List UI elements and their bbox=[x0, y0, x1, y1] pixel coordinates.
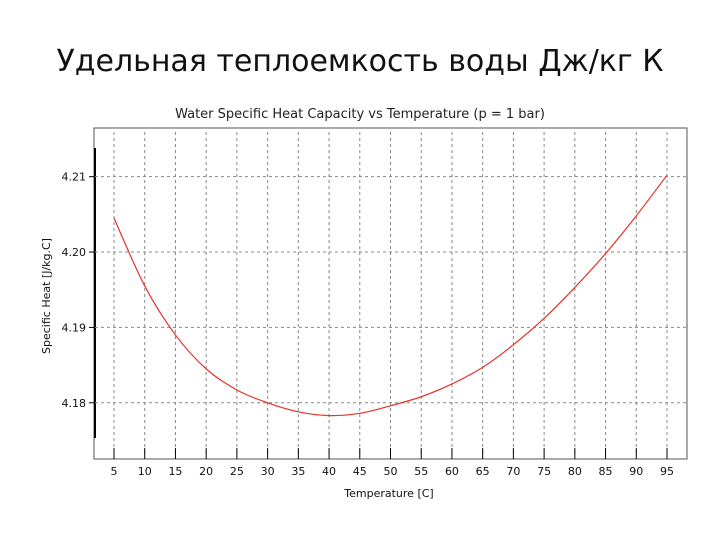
y-axis-label: Specific Heat [J/kg.C] bbox=[40, 238, 53, 354]
x-tick-label: 65 bbox=[476, 465, 490, 478]
x-tick-label: 10 bbox=[138, 465, 152, 478]
x-tick-label: 40 bbox=[322, 465, 336, 478]
x-tick-label: 60 bbox=[445, 465, 459, 478]
y-tick-label: 4.21 bbox=[62, 171, 87, 184]
x-tick-label: 85 bbox=[599, 465, 613, 478]
x-axis-label: Temperature [C] bbox=[343, 487, 433, 500]
x-tick-label: 90 bbox=[629, 465, 643, 478]
y-tick-label: 4.19 bbox=[62, 321, 87, 334]
x-tick-label: 55 bbox=[414, 465, 428, 478]
chart-title: Water Specific Heat Capacity vs Temperat… bbox=[175, 107, 545, 122]
x-tick-label: 80 bbox=[568, 465, 582, 478]
y-ticks: 4.18 4.19 4.20 4.21 bbox=[62, 171, 95, 410]
y-tick-label: 4.20 bbox=[62, 246, 87, 259]
x-tick-label: 15 bbox=[168, 465, 182, 478]
y-tick-label: 4.18 bbox=[62, 397, 87, 410]
x-tick-label: 5 bbox=[111, 465, 118, 478]
x-tick-label: 35 bbox=[291, 465, 305, 478]
slide-title: Удельная теплоемкость воды Дж/кг К bbox=[56, 44, 664, 79]
grid bbox=[95, 132, 686, 454]
x-tick-label: 20 bbox=[199, 465, 213, 478]
x-tick-label: 95 bbox=[660, 465, 674, 478]
x-tick-label: 50 bbox=[384, 465, 398, 478]
x-tick-label: 45 bbox=[353, 465, 367, 478]
x-tick-label: 70 bbox=[506, 465, 520, 478]
x-tick-label: 25 bbox=[230, 465, 244, 478]
x-tick-label: 30 bbox=[261, 465, 275, 478]
x-ticks: 5 10 15 20 25 30 35 40 45 50 55 60 65 70 75 80 85 90 95 bbox=[111, 448, 674, 478]
x-tick-label: 75 bbox=[537, 465, 551, 478]
series-line bbox=[113, 174, 668, 417]
